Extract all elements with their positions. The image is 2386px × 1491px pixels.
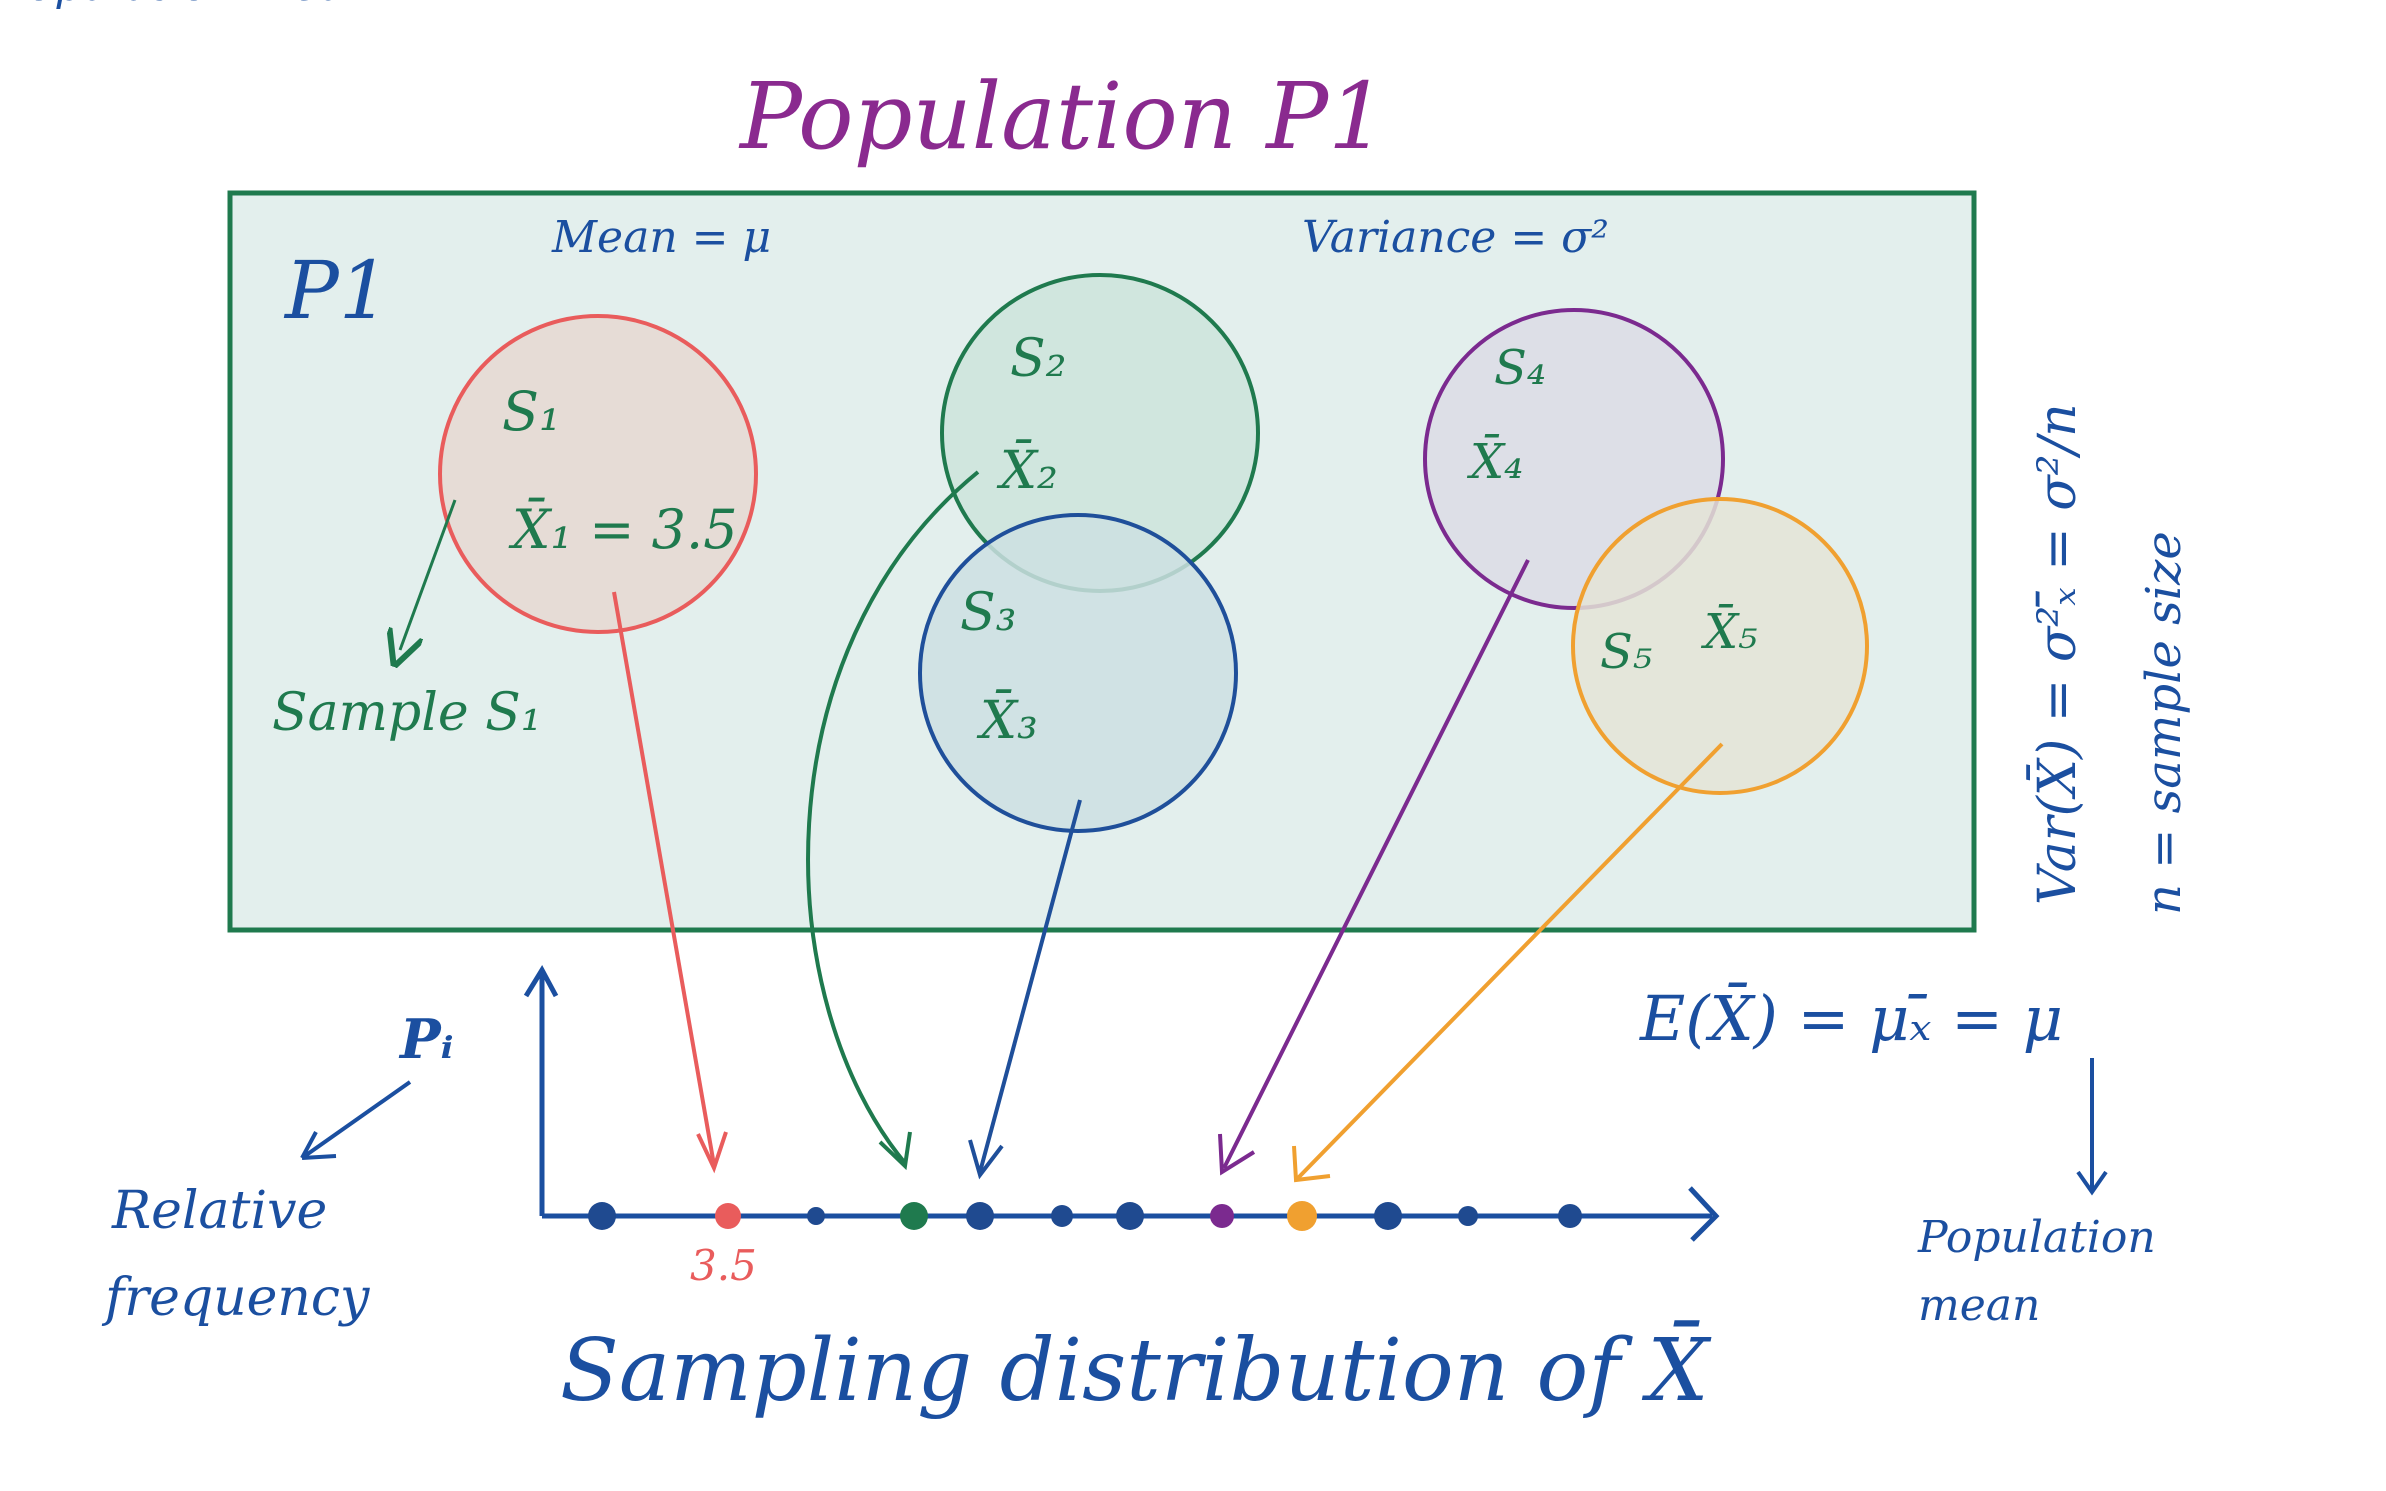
sample-s2-mean: X̄₂ [996,440,1058,501]
y-axis [523,964,559,1216]
sample-s5-name: S₅ [1600,624,1652,680]
sample-size-definition: n = sample size [2136,531,2192,915]
axis-dot [1458,1206,1478,1226]
sample-s5-mean: X̄₅ [1700,602,1757,660]
population-label: P1 [283,244,390,337]
y-axis-annotation: Relative frequency [101,1181,370,1328]
axis-dot-s3 [966,1202,994,1230]
population-variance-text: Variance = σ² [1302,212,1609,263]
axis-dot-s5 [1287,1201,1317,1231]
arrowhead-s3 [968,1139,1004,1180]
axis-dot [1558,1204,1582,1228]
axis-dot [1374,1202,1402,1230]
sample-s1-name: S₁ [502,380,561,443]
axis-dot [1051,1205,1073,1227]
arrowhead-s5 [1292,1145,1331,1183]
arrow-s1-to-axis [612,591,716,1166]
sample-annotation-arrow [400,499,457,650]
axis-dot-s1 [715,1203,741,1229]
arrowhead-s1 [696,1131,728,1174]
arrow-s5-to-axis [1296,742,1724,1180]
expectation-formula: E(X̄) = μₓ̄ = μ [1639,982,2063,1055]
axis-dot [807,1207,825,1225]
arrow-s3-to-axis [978,799,1082,1173]
arrowhead-s2 [878,1131,912,1171]
arrowhead-s4 [1218,1133,1256,1176]
sample-s2-name: S₂ [1010,329,1066,389]
population-mean-arrow [2076,1058,2108,1196]
sample-s5-circle [1571,497,1869,795]
sample-annotation: Sample S₁ [272,683,542,743]
y-axis-label: Pᵢ [398,1007,454,1071]
axis-dot [1116,1202,1144,1230]
sample-s1-mean: X̄₁ = 3.5 [508,497,738,561]
sample-s3-name: S₃ [960,583,1016,643]
axis-marked-value: 3.5 [690,1241,757,1290]
y-annotation-arrow [300,1080,412,1160]
diagram-title: Population P1 [738,63,1387,170]
axis-dot-s4 [1210,1204,1234,1228]
population-mean-text: Mean = μ [551,212,771,263]
arrow-s2-to-axis [806,470,980,1165]
x-axis-caption: Sampling distribution of X̄ [560,1319,1712,1421]
sample-s3-circle [918,513,1238,833]
sample-s3-mean: X̄₃ [976,690,1038,751]
axis-dot [588,1202,616,1230]
sample-s4-mean: X̄₄ [1466,432,1523,490]
axis-dot-s2 [900,1202,928,1230]
arrow-s4-to-axis [1222,559,1530,1169]
sample-s4-name: S₄ [1494,340,1546,396]
variance-formula: Var(X̄) = σ²ₓ̄ = σ²/n [2027,403,2088,905]
sample-s1-circle [438,314,758,634]
